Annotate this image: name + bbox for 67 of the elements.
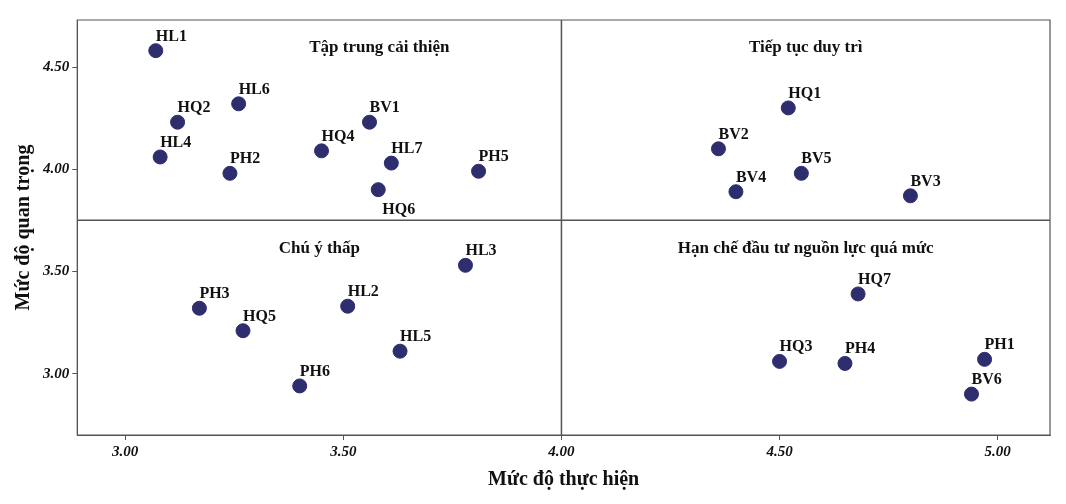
point: [977, 351, 993, 367]
data-label: BV1: [369, 98, 400, 116]
data-label: HL3: [465, 241, 497, 259]
point: [471, 163, 487, 179]
y-tick-label: 4.50: [42, 57, 70, 74]
point: [340, 298, 356, 314]
x-tick-label: 4.50: [765, 442, 794, 459]
point: [292, 378, 308, 394]
point: [710, 141, 726, 157]
data-label: HQ7: [858, 269, 891, 287]
point: [170, 114, 186, 130]
point: [314, 143, 330, 159]
data-label: HQ3: [779, 337, 813, 355]
point: [191, 300, 207, 316]
data-label: BV5: [801, 149, 832, 167]
point: [222, 165, 238, 181]
y-axis-title: Mức độ quan trọng: [11, 144, 35, 311]
data-label: HL5: [400, 327, 432, 345]
y-tick-label: 3.50: [42, 262, 70, 279]
point: [392, 343, 408, 359]
x-tick-label: 4.00: [547, 442, 576, 459]
data-label: BV4: [735, 167, 767, 185]
point: [231, 96, 247, 112]
point: [728, 184, 744, 200]
x-axis-title: Mức độ thực hiện: [488, 467, 640, 491]
data-label: HL6: [238, 79, 270, 97]
data-label: BV6: [971, 370, 1002, 388]
data-label: HQ6: [382, 199, 416, 217]
y-tick-label: 4.00: [42, 160, 70, 177]
point: [837, 355, 853, 371]
x-tick-label: 5.00: [984, 442, 1012, 459]
point: [383, 155, 399, 171]
point: [148, 43, 164, 59]
data-label: BV2: [718, 124, 749, 142]
data-label: PH5: [478, 147, 509, 165]
point: [780, 100, 796, 116]
data-label: PH6: [299, 361, 330, 379]
data-label: HL1: [155, 26, 187, 44]
y-tick-label: 3.00: [42, 364, 70, 381]
point: [235, 323, 251, 339]
data-label: HQ1: [788, 83, 822, 101]
x-tick-label: 3.50: [329, 442, 357, 459]
data-label: HL2: [347, 282, 379, 300]
data-label: PH3: [199, 284, 230, 302]
data-label: HQ4: [321, 126, 355, 144]
x-tick-label: 3.00: [111, 442, 139, 459]
point: [370, 182, 386, 198]
data-label: HL7: [391, 139, 423, 157]
data-label: HQ2: [177, 98, 211, 116]
point: [362, 114, 378, 130]
point: [902, 188, 918, 204]
point: [963, 386, 979, 402]
data-label: PH2: [229, 149, 261, 167]
point: [850, 286, 866, 302]
annotation: Chú ý thấp: [278, 237, 360, 257]
data-label: PH1: [984, 335, 1015, 353]
point: [457, 257, 473, 273]
point: [772, 353, 788, 369]
annotation: Tập trung cải thiện: [309, 37, 451, 57]
point: [152, 149, 168, 165]
point: [793, 165, 809, 181]
data-label: PH4: [844, 339, 876, 357]
data-label: HL4: [160, 132, 192, 150]
annotation: Tiếp tục duy trì: [748, 37, 863, 57]
data-label: HQ5: [243, 306, 276, 324]
annotation: Hạn chế đầu tư nguồn lực quá mức: [677, 237, 935, 257]
data-label: BV3: [910, 171, 941, 189]
